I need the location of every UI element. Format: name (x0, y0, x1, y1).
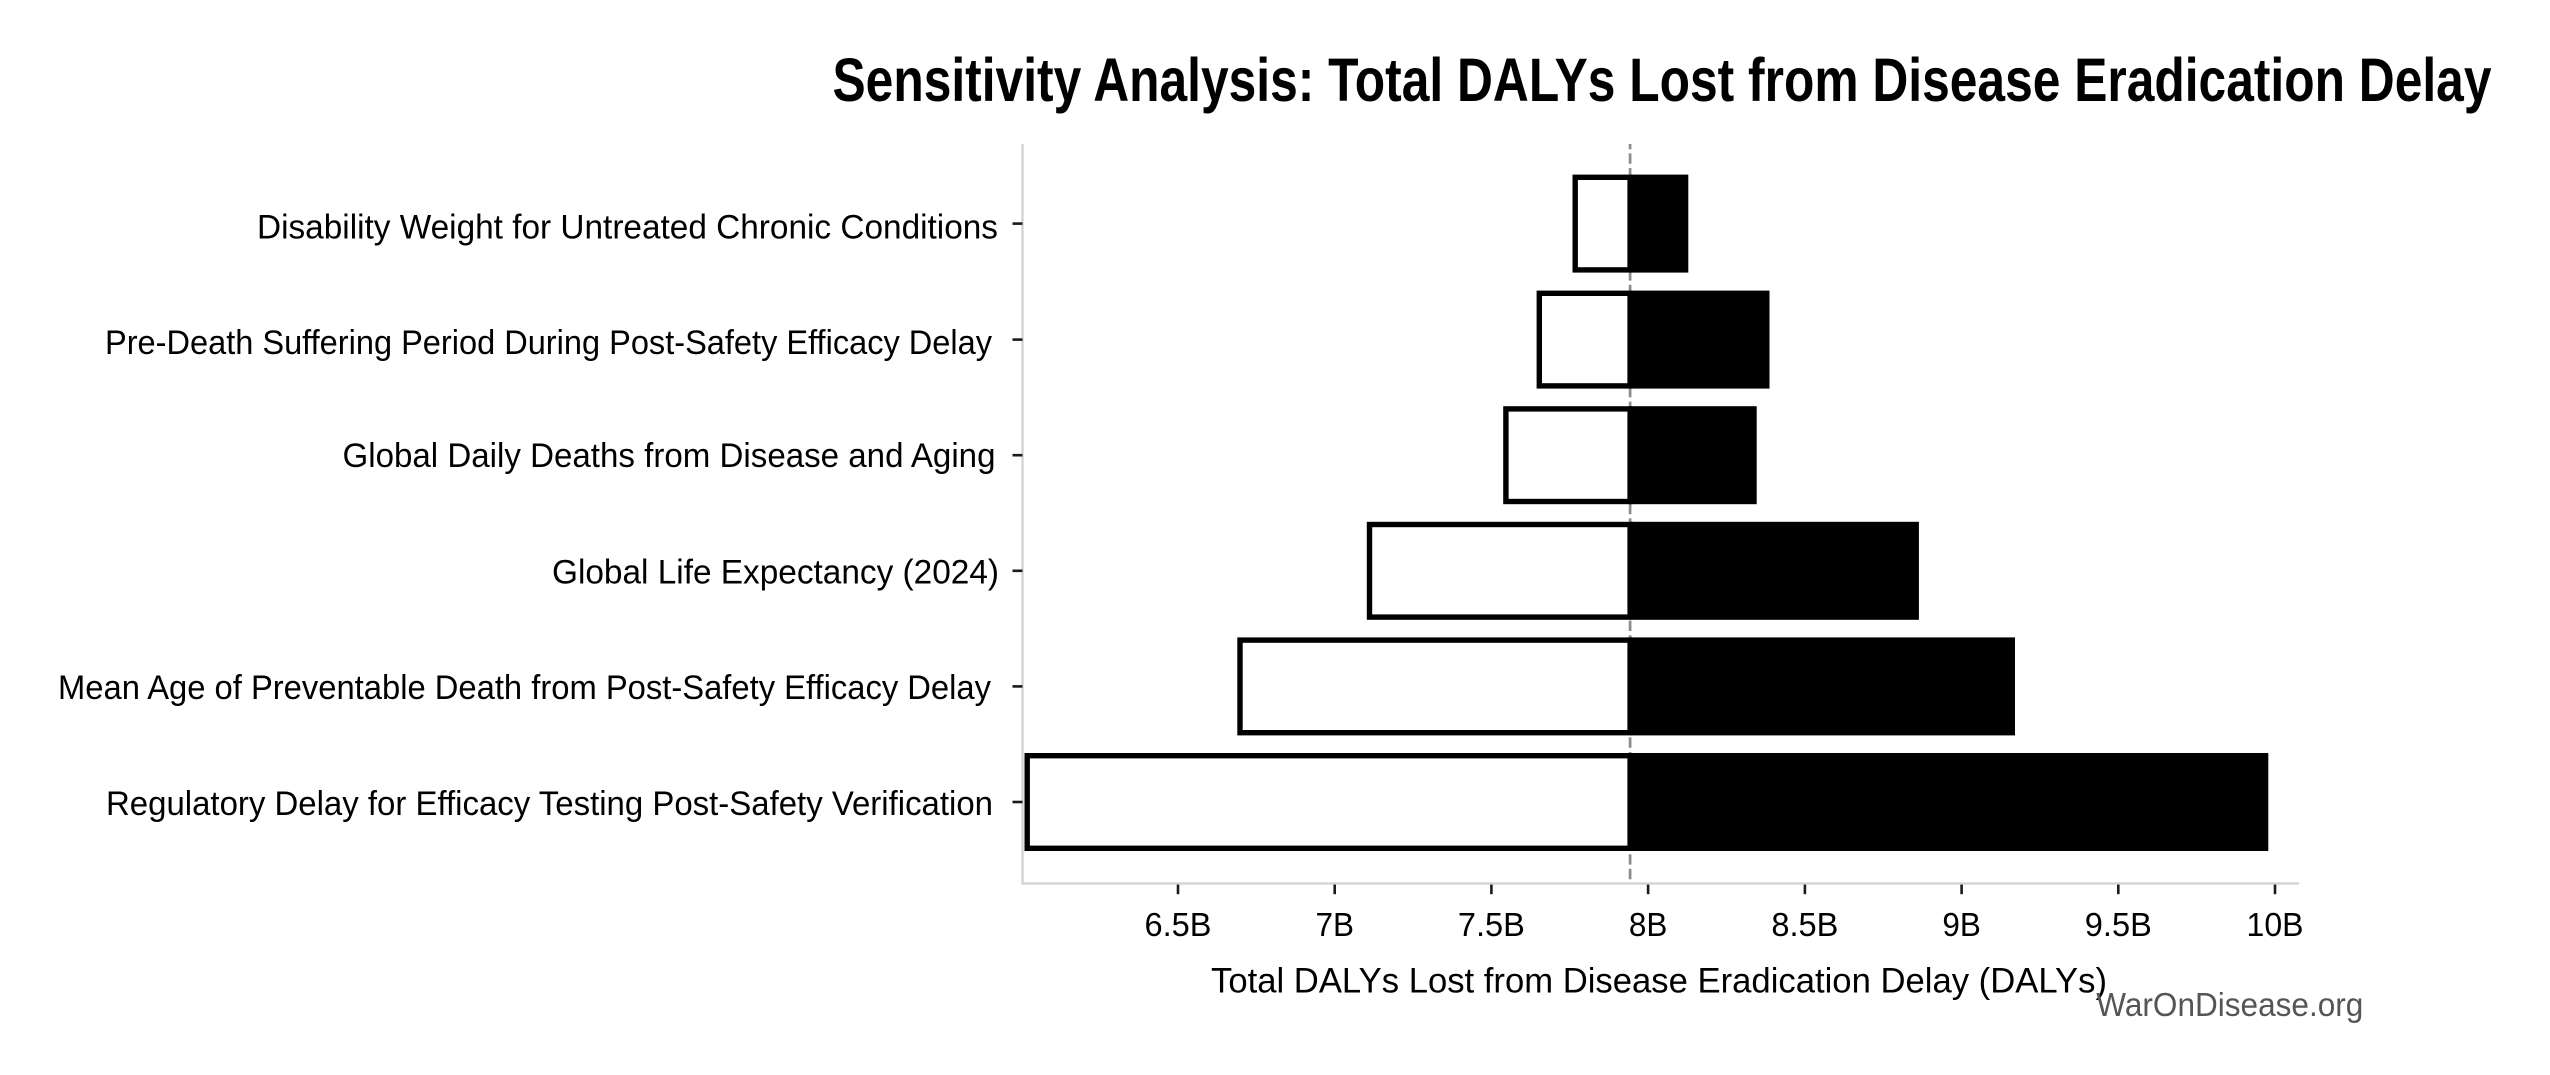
svg-text:Pre-Death Suffering Period Dur: Pre-Death Suffering Period During Post-S… (105, 324, 992, 362)
svg-text:WarOnDisease.org: WarOnDisease.org (2096, 986, 2363, 1023)
svg-text:6.5B: 6.5B (1145, 906, 1212, 943)
svg-text:10B: 10B (2247, 906, 2304, 943)
svg-text:7B: 7B (1315, 906, 1354, 943)
svg-text:9B: 9B (1942, 906, 1981, 943)
svg-text:Disability Weight for Untreate: Disability Weight for Untreated Chronic … (257, 208, 998, 246)
svg-text:Regulatory Delay for Efficacy: Regulatory Delay for Efficacy Testing Po… (106, 785, 993, 823)
svg-text:Mean Age of Preventable Death: Mean Age of Preventable Death from Post-… (58, 669, 991, 707)
svg-text:Global Life Expectancy (2024): Global Life Expectancy (2024) (552, 554, 999, 592)
svg-text:Total DALYs Lost from Disease: Total DALYs Lost from Disease Eradicatio… (1211, 962, 2107, 1001)
svg-text:9.5B: 9.5B (2085, 906, 2152, 943)
svg-text:7.5B: 7.5B (1458, 906, 1525, 943)
svg-text:8B: 8B (1629, 906, 1668, 943)
svg-text:Global Daily Deaths from Disea: Global Daily Deaths from Disease and Agi… (343, 437, 996, 475)
svg-text:8.5B: 8.5B (1771, 906, 1838, 943)
svg-text:Sensitivity Analysis: Total DA: Sensitivity Analysis: Total DALYs Lost f… (833, 46, 2492, 114)
